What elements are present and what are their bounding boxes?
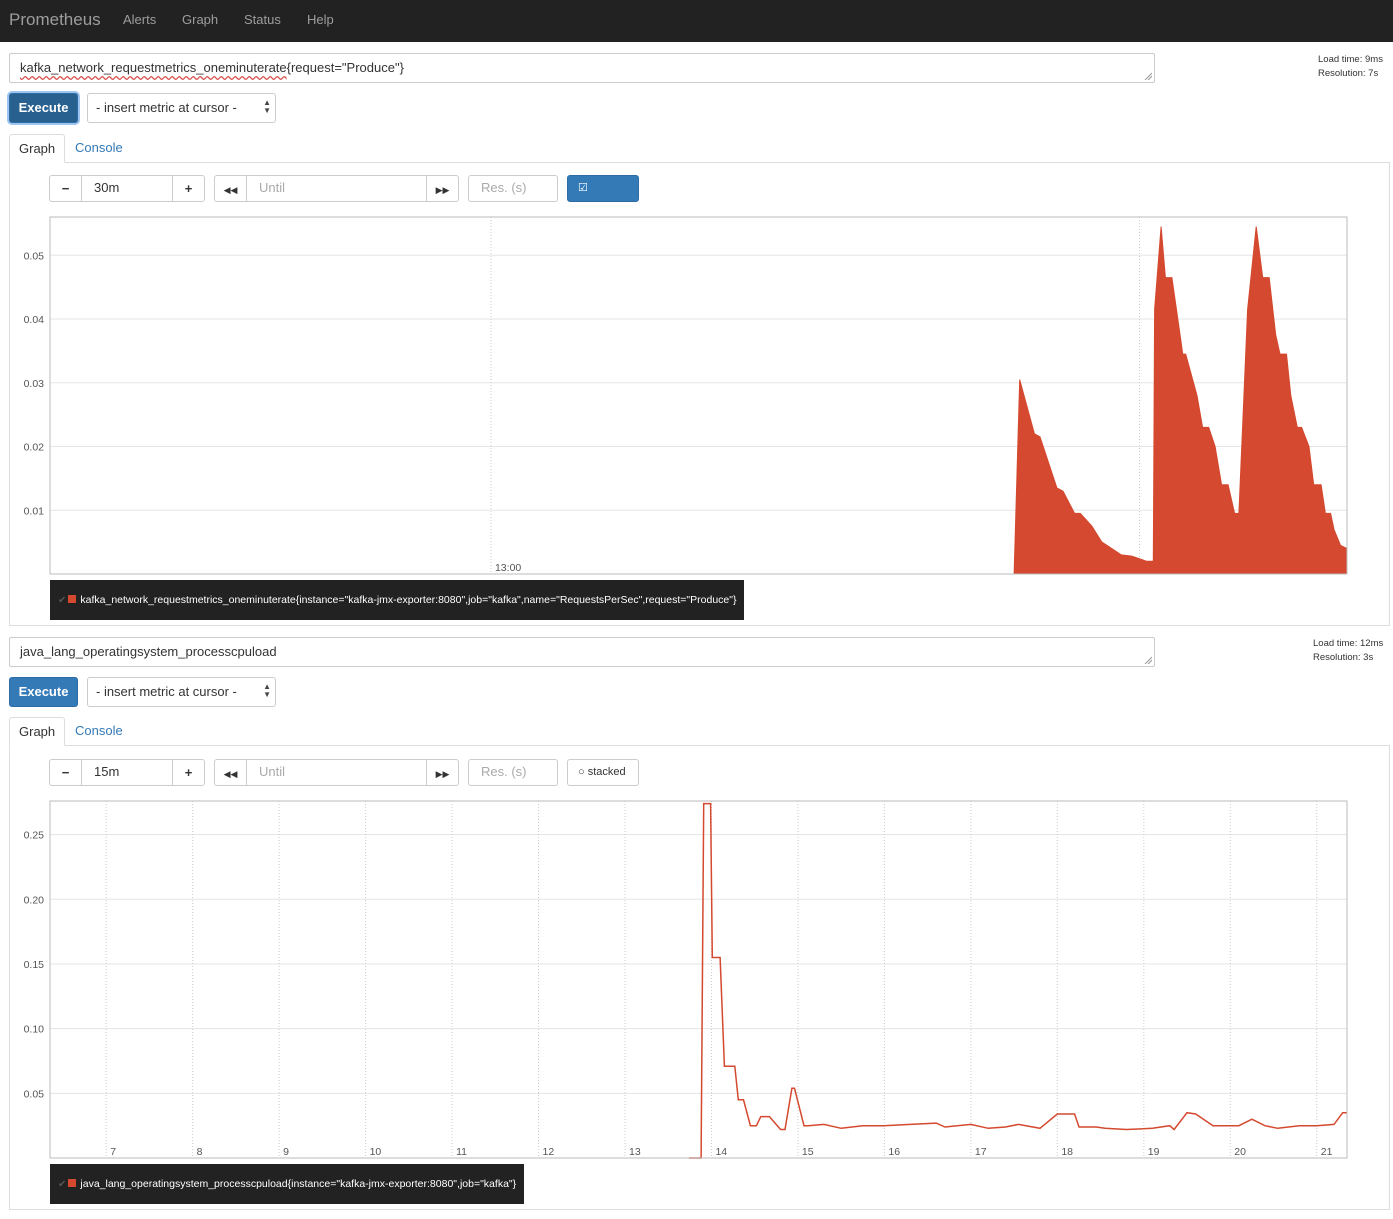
plot-frame (50, 801, 1347, 1158)
x-tick-label: 21 (1321, 1146, 1333, 1158)
tab-graph[interactable]: Graph (9, 717, 65, 746)
y-tick-label: 0.20 (24, 894, 45, 906)
legend-check-icon: ✔ (58, 1179, 66, 1190)
x-tick-label: 12 (543, 1146, 555, 1158)
legend-swatch (68, 1179, 76, 1187)
x-tick-label: 16 (888, 1146, 900, 1158)
x-tick-label: 8 (197, 1146, 203, 1158)
y-tick-label: 0.25 (24, 830, 45, 842)
legend-item[interactable]: ✔ java_lang_operatingsystem_processcpuloa… (50, 1164, 524, 1204)
y-tick-label: 0.15 (24, 959, 45, 971)
x-tick-label: 17 (975, 1146, 987, 1158)
x-tick-label: 20 (1234, 1146, 1246, 1158)
x-tick-label: 9 (283, 1146, 289, 1158)
y-tick-label: 0.05 (24, 1088, 45, 1100)
y-tick-label: 0.10 (24, 1024, 45, 1036)
x-tick-label: 10 (370, 1146, 382, 1158)
x-tick-label: 7 (110, 1146, 116, 1158)
x-tick-label: 18 (1061, 1146, 1073, 1158)
x-tick-label: 19 (1148, 1146, 1160, 1158)
x-tick-label: 14 (715, 1146, 727, 1158)
x-tick-label: 15 (802, 1146, 814, 1158)
x-tick-label: 13 (629, 1146, 641, 1158)
legend-label: java_lang_operatingsystem_processcpuload… (80, 1178, 516, 1190)
tab-graph[interactable]: Graph (9, 134, 65, 163)
x-tick-label: 11 (456, 1146, 467, 1158)
